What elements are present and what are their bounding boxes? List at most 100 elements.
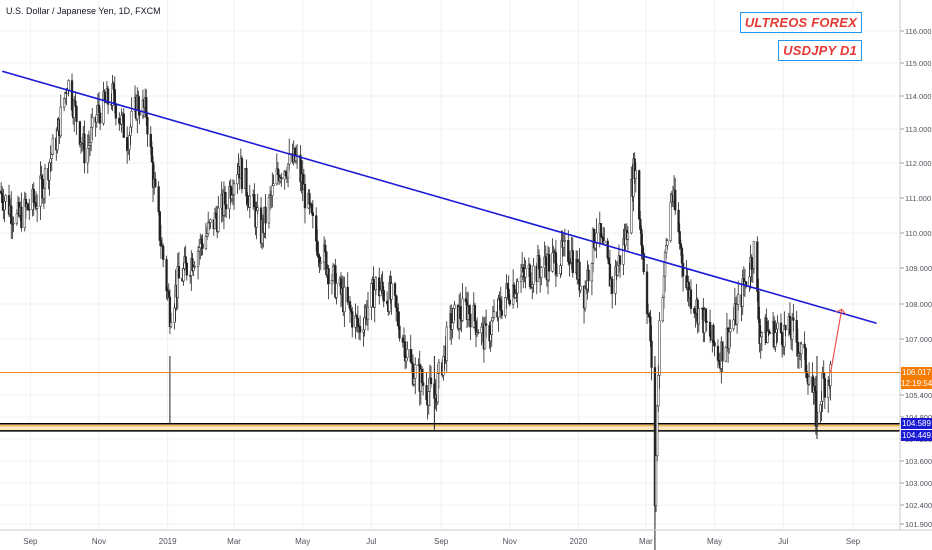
candle-body [437,362,441,374]
symbol-title: U.S. Dollar / Japanese Yen, 1D, FXCM [6,6,161,16]
candle-body [803,343,806,349]
candle-body [381,281,384,291]
candle-body [236,174,239,185]
candle-body [62,98,66,108]
candle-body [514,293,517,298]
candle-body [280,177,283,180]
candle-body [310,204,313,213]
candle-body [532,265,535,285]
candle-body [382,290,385,302]
price-tick-label: 103.000 [905,479,932,488]
candle-body [712,325,715,343]
candle-body [348,301,352,310]
time-tick-label: Nov [92,537,106,546]
candle-body [599,223,603,238]
candle-body [639,218,642,230]
candle-body [760,332,763,338]
candle-body [540,267,543,278]
candle-body [200,238,203,245]
descending-trendline [2,70,877,325]
candle-body [362,329,365,333]
candle-body [286,163,290,179]
candle-body [708,321,712,337]
candle-body [232,183,236,196]
candle-body [427,391,430,406]
price-tick-label: 109.000 [905,264,932,273]
candle-body [663,252,667,277]
candle-body [355,315,358,319]
candle-body [129,126,132,136]
candle-body [246,195,249,204]
candle-body [697,308,700,325]
candle-body [308,193,311,205]
candle-body [88,142,92,146]
candle-body [165,259,168,292]
candle-body [579,285,582,291]
candle-body [393,283,397,296]
candle-body [559,265,562,274]
candle-body [284,171,287,177]
candle-body [192,266,195,271]
candle-body [327,268,330,285]
candle-body [829,364,832,386]
candle-body [498,297,501,301]
candle-body [584,286,587,309]
candle-body [554,252,558,276]
candle-body [40,175,43,180]
candle-body [49,158,52,164]
candle-body [26,203,30,210]
support-lower-tag: 104.449 [901,430,932,442]
candle-body [776,322,779,330]
price-tick-label: 113.000 [905,125,932,134]
candle-body [167,290,170,298]
candle-body [813,385,816,392]
candle-body [343,286,346,313]
candle-body [807,376,811,385]
candle-body [650,340,653,368]
candle-body [137,95,140,111]
candle-body [499,300,502,311]
chart-overlays [0,70,900,374]
candle-body [562,241,565,248]
candle-body [473,304,477,322]
candle-body [779,322,783,333]
candle-body [666,240,669,246]
candle-body [373,289,376,308]
candle-body [103,91,106,100]
candle-body [223,191,227,205]
candle-body [669,201,672,241]
candle-body [795,320,798,343]
candle-body [157,186,160,212]
candle-body [86,147,89,164]
candle-body [504,297,507,316]
candle-body [737,294,740,305]
candle-body [91,117,94,128]
candle-body [50,154,53,159]
candle-body [126,137,129,151]
candle-body [51,137,55,155]
candle-body [658,320,661,376]
time-tick-label: Nov [503,537,517,546]
candle-body [680,247,684,264]
candle-body [75,106,78,122]
candle-body [97,104,101,114]
candle-body [490,320,493,336]
candle-body [56,130,59,151]
candle-body [528,264,532,287]
candle-body [112,83,115,90]
candle-body [732,319,735,329]
candle-body [724,346,727,362]
candle-body [253,194,256,208]
candle-body [735,304,739,325]
time-tick-label: Jul [366,537,376,546]
candle-body [681,263,685,277]
candle-body [182,268,185,282]
candle-body [788,316,792,335]
candle-body [201,243,204,249]
price-tick-label: 104.800 [905,413,932,422]
candle-body [67,80,70,91]
candle-body [177,266,181,279]
candle-body [674,189,677,211]
